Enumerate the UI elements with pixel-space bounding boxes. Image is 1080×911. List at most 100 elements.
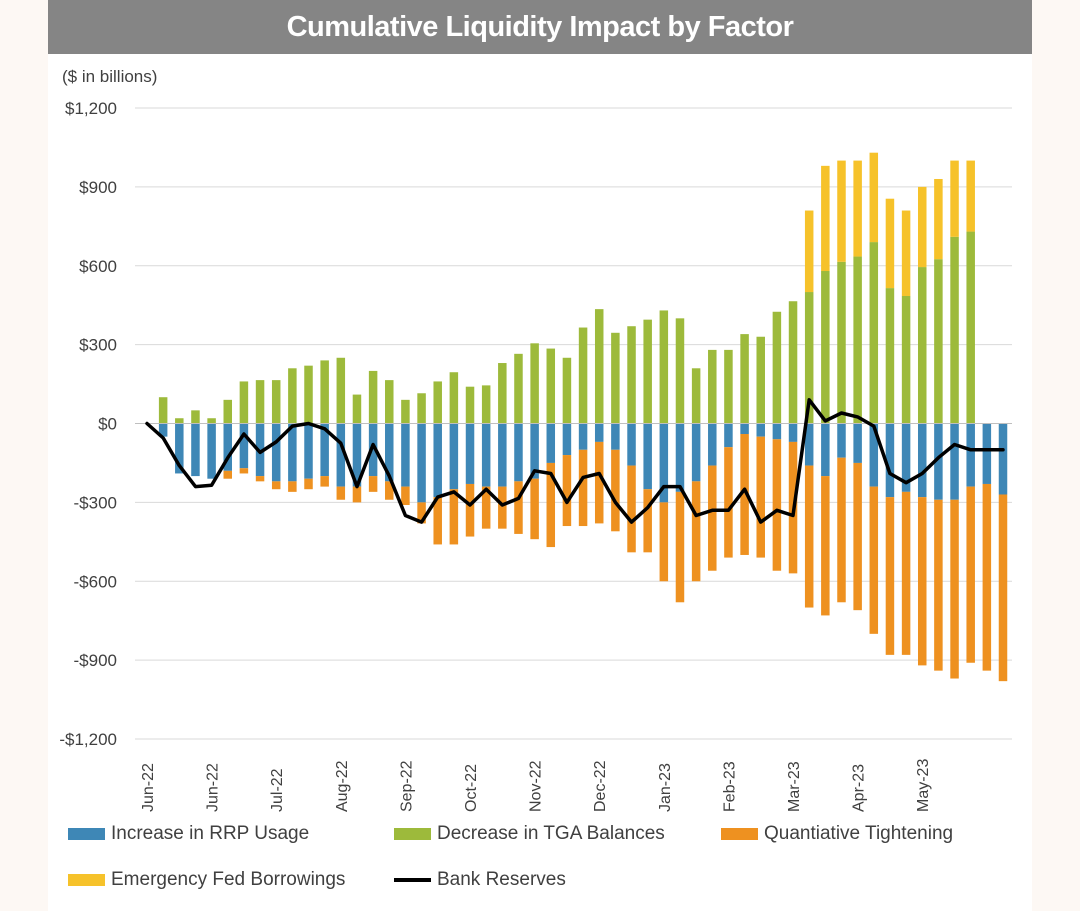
bar-segment (756, 436, 765, 558)
bar-segment (950, 236, 959, 424)
bar-segment (239, 423, 249, 469)
bar-segment (288, 368, 297, 424)
bar-segment (901, 210, 911, 296)
bar-segment (724, 423, 733, 448)
bar-segment (514, 423, 523, 482)
bar-segment (481, 385, 491, 424)
legend-label-qt: Quantiative Tightening (764, 823, 954, 844)
bar-segment (336, 357, 346, 424)
bar-segment (594, 441, 604, 524)
legend-swatch-emergency (68, 874, 105, 886)
bar-segment (966, 160, 975, 232)
bar-segment (675, 491, 685, 603)
bar-segment (853, 256, 862, 424)
bar-segment (627, 326, 636, 424)
bar-segment (158, 423, 168, 437)
legend-label-rrp: Increase in RRP Usage (111, 823, 310, 844)
bar-segment (837, 261, 846, 424)
bar-segment (562, 357, 572, 424)
x-tick-label: Jul-22 (269, 768, 286, 812)
bank-reserves-line (145, 398, 1005, 524)
legend-label-emergency: Emergency Fed Borrowings (111, 869, 346, 890)
y-tick-label: $900 (79, 178, 117, 197)
bar-segment (481, 486, 491, 529)
bar-segment (869, 486, 879, 634)
legend-swatch-rrp (68, 828, 105, 840)
bar-segment (385, 423, 394, 482)
legend-item-emergency: Emergency Fed Borrowings (68, 869, 345, 891)
bar-segment (498, 423, 507, 487)
bar-segment (336, 423, 346, 487)
x-tick-label: Dec-22 (592, 760, 609, 812)
bar-segment (304, 478, 313, 490)
bar-segment (724, 349, 733, 424)
bar-segment (578, 327, 588, 424)
bar-segment (821, 476, 830, 616)
x-tick-label: Feb-23 (721, 761, 738, 812)
x-tick-label: Aug-22 (334, 760, 351, 812)
x-tick-label: Apr-23 (851, 764, 868, 812)
bar-segment (885, 497, 895, 655)
x-tick-label: Sep-22 (398, 760, 415, 812)
x-tick-label: Mar-23 (786, 761, 803, 812)
bar-segment (691, 481, 701, 582)
bar-segment (772, 439, 782, 571)
bar-segment (740, 434, 749, 555)
bar-segment (869, 242, 879, 424)
bar-segment (271, 423, 281, 482)
bar-segment (708, 423, 717, 466)
bar-segment (853, 160, 862, 257)
bar-segment (998, 494, 1008, 682)
bar-segment (433, 381, 442, 424)
bar-segment (772, 311, 782, 424)
bar-segment (901, 491, 911, 655)
bar-segment (982, 423, 992, 484)
bar-segment (772, 423, 782, 440)
bar-segment (804, 292, 814, 424)
bar-segment (691, 368, 701, 424)
x-tick-label: Jan-23 (657, 763, 674, 812)
bar-segment (756, 336, 765, 424)
bar-segment (191, 423, 200, 477)
bar-segment (514, 353, 523, 424)
bar-segment (756, 423, 765, 437)
bar-segment (643, 489, 652, 553)
bar-segment (611, 332, 620, 424)
bar-segment (594, 309, 604, 424)
bar-segment (788, 301, 798, 424)
bar-segment (207, 418, 216, 424)
bar-segment (255, 380, 265, 424)
bar-segment (691, 423, 701, 482)
bar-segment (627, 465, 636, 553)
bar-segment (433, 423, 442, 498)
bar-segment (191, 410, 200, 424)
bar-segment (320, 476, 329, 487)
bar-segment (465, 483, 475, 537)
bar-segment (821, 271, 830, 424)
bar-segment (498, 363, 507, 424)
bar-segment (934, 259, 943, 424)
bar-segment (821, 423, 830, 477)
bar-segment (869, 152, 879, 243)
bar-segment (546, 348, 556, 424)
bar-segment (385, 380, 394, 424)
bar-segment (869, 423, 879, 487)
bar-segment (175, 418, 184, 424)
bar-segment (304, 423, 313, 479)
bar-segment (368, 370, 378, 424)
x-tick-label: Nov-22 (528, 760, 545, 812)
bar-segment (401, 486, 410, 506)
bar-segment (611, 449, 620, 532)
bar-segment (465, 423, 475, 484)
x-tick-label: May-23 (915, 759, 932, 812)
bar-segment (223, 399, 233, 424)
bar-segment (530, 343, 539, 424)
bar-segment (594, 423, 604, 442)
bar-segment (239, 381, 249, 424)
bar-segment (659, 310, 669, 424)
bar-segment (385, 481, 394, 500)
bar-segment (175, 423, 184, 474)
bar-segment (950, 160, 959, 237)
bar-segment (271, 481, 281, 490)
y-tick-label: $300 (79, 336, 117, 355)
